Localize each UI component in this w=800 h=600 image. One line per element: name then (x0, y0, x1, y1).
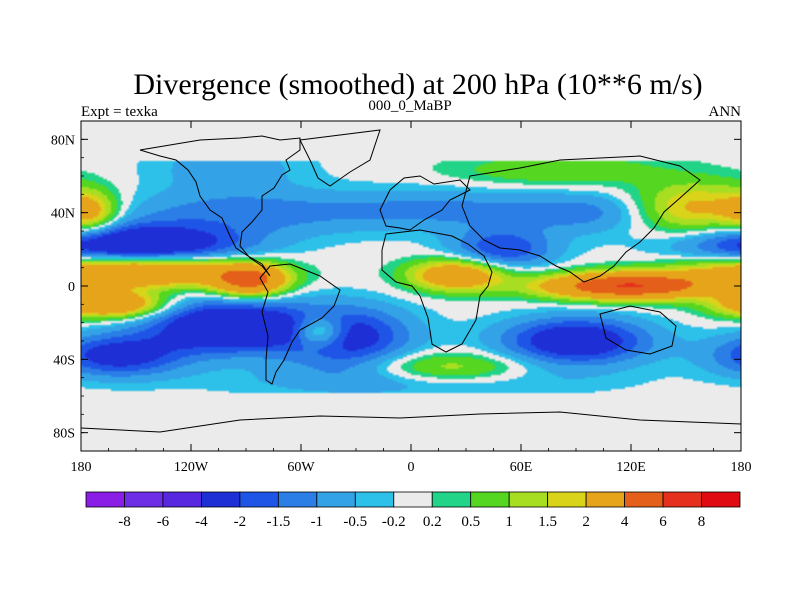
x-tick-label: 180 (71, 460, 92, 475)
x-tick-label: 60E (510, 460, 533, 475)
colorbar-label: 2 (582, 514, 590, 530)
colorbar-label: -2 (234, 514, 247, 530)
colorbar-label: 0.5 (461, 514, 480, 530)
colorbar-label: -1 (311, 514, 324, 530)
colorbar-box (85, 491, 125, 508)
y-tick-label: 80N (51, 133, 75, 148)
season-label: ANN (709, 104, 742, 120)
colorbar-box (277, 491, 318, 508)
x-tick-label: 120E (616, 460, 646, 475)
time-label: 000_0_MaBP (368, 98, 451, 114)
colorbar-box (201, 491, 241, 508)
colorbar-box (585, 491, 625, 508)
coastline-australia (599, 305, 677, 355)
colorbar-label: -0.2 (382, 514, 406, 530)
colorbar-box (162, 491, 202, 508)
y-tick-label: 80S (53, 427, 75, 442)
colorbar-box (124, 491, 164, 508)
x-tick-label: 0 (408, 460, 415, 475)
coastline-antarctica (80, 411, 742, 433)
colorbar-label: 0.2 (423, 514, 442, 530)
experiment-label: Expt = texka (81, 104, 158, 120)
coastline-europe (379, 175, 471, 231)
colorbar-box (547, 491, 587, 508)
colorbar-label: 4 (621, 514, 629, 530)
y-tick-label: 40N (51, 207, 75, 222)
map-axes: 180 120W 60W 0 60E 120E 180 80N 40N 0 40S 80S (51, 121, 752, 475)
colorbar-box (701, 491, 741, 508)
colorbar-label: 8 (698, 514, 706, 530)
colorbar-label: -8 (118, 514, 131, 530)
coastline-north-america (139, 135, 301, 277)
colorbar-label: -0.5 (343, 514, 367, 530)
colorbar-label: 1 (505, 514, 513, 530)
coastline-south-america (259, 263, 341, 385)
colorbar-box (316, 491, 356, 508)
y-tick-label: 40S (53, 353, 75, 368)
chart-title: Divergence (smoothed) at 200 hPa (10**6 … (133, 68, 702, 101)
colorbar-box (393, 491, 433, 508)
coastline-africa (381, 229, 493, 353)
colorbar-box (508, 491, 549, 508)
colorbar: -8 -6 -4 -2 -1.5 -1 -0.5 -0.2 0.2 0.5 1 1.5 2 4 6 8 (85, 491, 741, 530)
coastline-greenland (299, 129, 381, 187)
colorbar-box (239, 491, 279, 508)
colorbar-box (662, 491, 702, 508)
coastline-asia (461, 155, 701, 283)
colorbar-box (354, 491, 395, 508)
colorbar-label: 6 (659, 514, 667, 530)
colorbar-label: 1.5 (538, 514, 557, 530)
y-tick-label: 0 (68, 280, 75, 295)
colorbar-label: -1.5 (266, 514, 290, 530)
coastlines (80, 129, 742, 433)
x-tick-label: 60W (287, 460, 315, 475)
colorbar-label: -4 (195, 514, 208, 530)
colorbar-label: -6 (157, 514, 170, 530)
x-tick-label: 120W (174, 460, 209, 475)
colorbar-box (470, 491, 510, 508)
colorbar-box (431, 491, 472, 508)
x-tick-label: 180 (731, 460, 752, 475)
colorbar-box (624, 491, 664, 508)
